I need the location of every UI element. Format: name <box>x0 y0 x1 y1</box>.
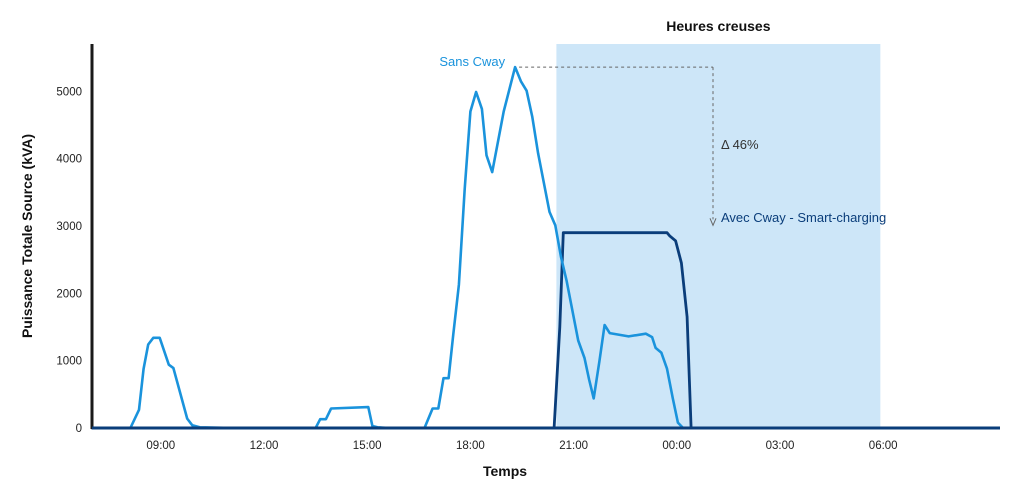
series-label-avec-cway: Avec Cway - Smart-charging <box>721 210 886 225</box>
x-tick-label: 21:00 <box>559 440 588 452</box>
series-line-avec-cway <box>90 231 765 430</box>
y-tick-label: 1000 <box>56 356 82 368</box>
y-axis-title: Puissance Totale Source (kVA) <box>19 134 35 338</box>
series-label-sans-cway: Sans Cway <box>439 54 505 69</box>
y-tick-label: 4000 <box>56 154 82 166</box>
x-tick-label: 09:00 <box>146 440 175 452</box>
delta-annotation <box>519 66 717 227</box>
delta-label: Δ 46% <box>721 137 759 152</box>
y-tick-label: 0 <box>76 423 82 435</box>
axes <box>90 44 1000 430</box>
x-tick-label: 12:00 <box>250 440 279 452</box>
x-tick-label: 06:00 <box>869 440 898 452</box>
offpeak-band <box>556 44 881 428</box>
y-tick-label: 2000 <box>56 288 82 300</box>
x-tick-labels: 09:00 12:00 15:00 18:00 21:00 00:00 03:00 06:00 <box>146 440 897 452</box>
delta-arrow-head <box>709 218 717 227</box>
x-axis-title: Temps <box>483 463 527 479</box>
offpeak-band-group <box>556 44 881 428</box>
x-tick-label: 03:00 <box>766 440 795 452</box>
x-tick-label: 15:00 <box>353 440 382 452</box>
offpeak-band-label: Heures creuses <box>666 18 771 34</box>
x-tick-label: 00:00 <box>662 440 691 452</box>
y-tick-labels: 0 1000 2000 3000 4000 5000 <box>56 86 82 435</box>
y-tick-label: 3000 <box>56 221 82 233</box>
x-tick-label: 18:00 <box>456 440 485 452</box>
y-tick-label: 5000 <box>56 86 82 98</box>
